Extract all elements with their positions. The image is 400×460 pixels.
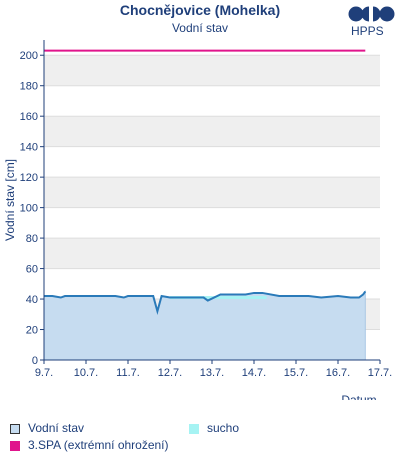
x-tick-label: 14.7. bbox=[242, 367, 266, 379]
x-tick-label: 12.7. bbox=[158, 367, 182, 379]
water-level-line bbox=[44, 290, 367, 316]
y-tick-label: 40 bbox=[26, 294, 38, 306]
grid-band bbox=[44, 116, 380, 147]
drought-band bbox=[170, 296, 267, 300]
y-tick-label: 0 bbox=[32, 355, 38, 367]
x-tick-label: 10.7. bbox=[74, 367, 98, 379]
x-tick-label: 17.7. bbox=[368, 367, 392, 379]
y-tick-label: 140 bbox=[20, 142, 38, 154]
x-tick-label: 11.7. bbox=[116, 367, 140, 379]
legend-swatch-spa3 bbox=[10, 441, 20, 451]
y-tick-label: 120 bbox=[20, 172, 38, 184]
x-tick-label: 16.7. bbox=[326, 367, 350, 379]
x-tick-label: 15.7. bbox=[284, 367, 308, 379]
water-level-area bbox=[43, 289, 366, 361]
legend-label-spa3: 3.SPA (extrémní ohrožení) bbox=[28, 438, 169, 452]
legend-swatch-water-level bbox=[10, 424, 20, 434]
grid-band bbox=[44, 238, 380, 269]
y-tick-label: 100 bbox=[20, 203, 38, 215]
legend-label-water-level: Vodní stav bbox=[28, 421, 85, 435]
water-level-chart: 0 20 40 60 80 100 120 140 160 180 200 9.7. 10.7. 11.7… bbox=[3, 40, 392, 400]
chart-title: Chocnějovice (Mohelka) bbox=[119, 2, 281, 18]
legend-swatch-drought bbox=[189, 424, 199, 434]
grid-band bbox=[44, 55, 380, 86]
y-tick-label: 60 bbox=[26, 264, 38, 276]
x-axis-title: Datum bbox=[341, 393, 376, 400]
y-tick-label: 180 bbox=[20, 81, 38, 93]
y-tick-label: 80 bbox=[26, 233, 38, 245]
grid-band bbox=[44, 177, 380, 208]
chart-subtitle: Vodní stav bbox=[171, 21, 229, 35]
y-tick-label: 20 bbox=[26, 325, 38, 337]
y-tick-label: 200 bbox=[20, 50, 38, 62]
legend-label-drought: sucho bbox=[207, 421, 240, 435]
y-tick-label: 160 bbox=[20, 111, 38, 123]
x-tick-label: 13.7. bbox=[200, 367, 224, 379]
hpps-logo-icon bbox=[348, 6, 395, 22]
y-axis-title: Vodní stav [cm] bbox=[3, 159, 17, 241]
logo-text: HPPS bbox=[351, 24, 384, 38]
x-tick-label: 9.7. bbox=[35, 367, 53, 379]
